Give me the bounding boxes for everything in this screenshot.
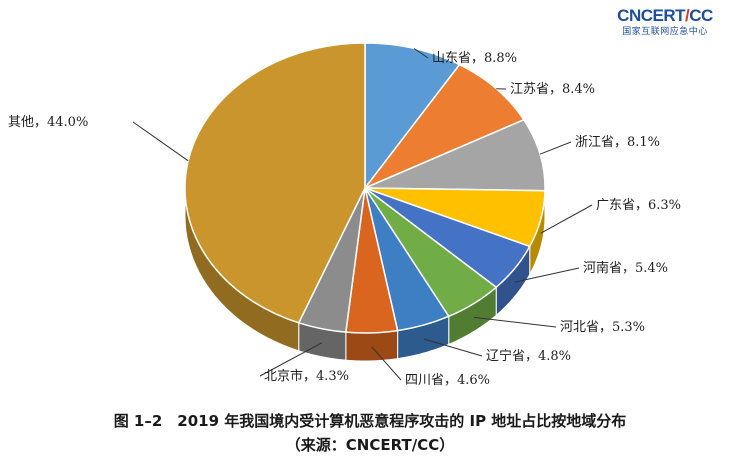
logo-brand: CNCERT/CC — [617, 6, 713, 25]
slice-labels: 山东省，8.8% 江苏省，8.4% 浙江省，8.1% 广东省，6.3% 河南省，5.4%… — [8, 48, 681, 388]
figure-caption: 图 1–2 2019 年我国境内受计算机恶意程序攻击的 IP 地址占比按地域分布 — [113, 412, 627, 430]
slice-label-6: 辽宁省，4.8% — [486, 348, 571, 364]
leader-line-9 — [132, 121, 189, 162]
leader-line-7 — [371, 346, 402, 381]
slice-label-5: 河北省，5.3% — [560, 320, 645, 335]
slice-label-3: 广东省，6.3% — [596, 198, 681, 213]
figure-source: （来源：CNCERT/CC） — [285, 436, 455, 454]
leader-line-5 — [473, 316, 557, 328]
pie-slice-2 — [364, 118, 546, 192]
leader-line-8 — [259, 342, 323, 377]
slice-label-9: 其他，44.0% — [8, 115, 88, 130]
pie-slice-1 — [362, 63, 525, 190]
pie-side-7 — [345, 330, 399, 362]
slice-label-2: 浙江省，8.1% — [575, 135, 660, 150]
leader-line-2 — [539, 141, 572, 155]
slice-label-1: 江苏省，8.4% — [510, 81, 595, 97]
leader-line-6 — [423, 338, 483, 357]
pie-slice-9 — [184, 42, 366, 324]
leader-line-3 — [540, 204, 593, 234]
leader-line-4 — [514, 267, 580, 283]
logo-subtitle: 国家互联网应急中心 — [622, 27, 708, 37]
pie-top — [184, 42, 546, 334]
pie-chart: 山东省，8.8% 江苏省，8.4% 浙江省，8.1% 广东省，6.3% 河南省，5.4%… — [8, 42, 681, 388]
slice-label-8: 北京市，4.3% — [264, 368, 349, 384]
leader-line-0 — [413, 48, 429, 59]
cncert-logo: CNCERT/CC 国家互联网应急中心 — [600, 6, 730, 38]
slice-label-7: 四川省，4.6% — [405, 373, 490, 388]
slice-label-0: 山东省，8.8% — [432, 51, 517, 66]
slice-label-4: 河南省，5.4% — [583, 260, 668, 276]
